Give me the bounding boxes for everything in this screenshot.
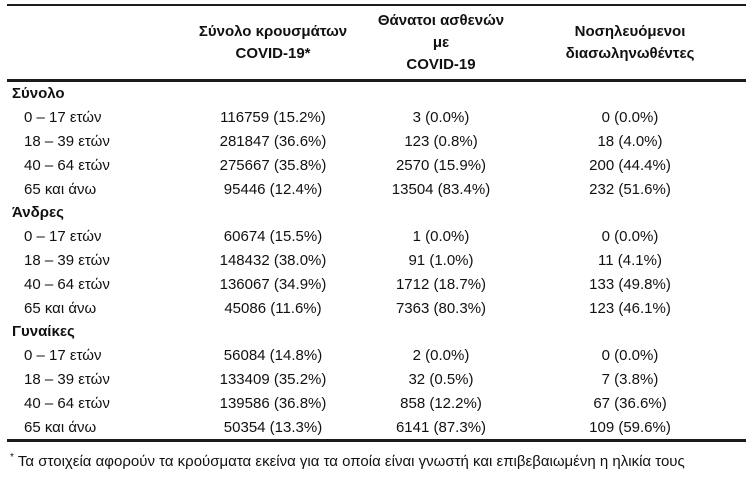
age-row: 65 και άνω 50354 (13.3%) 6141 (87.3%) 10… bbox=[7, 415, 746, 440]
age-label-cell: 18 – 39 ετών bbox=[24, 132, 110, 150]
deaths-cell: 2570 (15.9%) bbox=[395, 156, 487, 174]
intubated-cell: 67 (36.6%) bbox=[593, 394, 667, 412]
deaths-cell: 1 (0.0%) bbox=[412, 228, 470, 246]
col-header-intubated: Νοσηλευόμενοι διασωληνωθέντες bbox=[514, 5, 746, 82]
age-label-cell: 65 και άνω bbox=[24, 299, 97, 317]
col-header-cases: Σύνολο κρουσμάτων COVID-19* bbox=[178, 5, 368, 82]
intubated-cell: 18 (4.0%) bbox=[597, 132, 663, 150]
footnote-text: Τα στοιχεία αφορούν τα κρούσματα εκείνα … bbox=[17, 452, 685, 470]
age-label-cell: 40 – 64 ετών bbox=[24, 275, 110, 293]
intubated-cell: 123 (46.1%) bbox=[589, 299, 671, 317]
age-label-cell: 18 – 39 ετών bbox=[24, 370, 110, 388]
col-header-cases-line1: Σύνολο κρουσμάτων bbox=[198, 23, 348, 40]
age-row: 65 και άνω 45086 (11.6%) 7363 (80.3%) 12… bbox=[7, 296, 746, 320]
covid-age-table: Σύνολο κρουσμάτων COVID-19* Θάνατοι ασθε… bbox=[7, 4, 746, 442]
empty-header-cell bbox=[7, 5, 178, 82]
cases-cell: 60674 (15.5%) bbox=[223, 228, 323, 246]
cases-cell: 116759 (15.2%) bbox=[220, 109, 326, 127]
age-row: 40 – 64 ετών 139586 (36.8%) 858 (12.2%) … bbox=[7, 391, 746, 415]
col-header-cases-line2: COVID-19* bbox=[235, 45, 311, 62]
age-row: 0 – 17 ετών 116759 (15.2%) 3 (0.0%) 0 (0… bbox=[7, 106, 746, 130]
cases-cell: 281847 (36.6%) bbox=[219, 132, 327, 150]
section-row-men: Άνδρες bbox=[7, 201, 746, 225]
header-row: Σύνολο κρουσμάτων COVID-19* Θάνατοι ασθε… bbox=[7, 5, 746, 82]
age-row: 40 – 64 ετών 136067 (34.9%) 1712 (18.7%)… bbox=[7, 272, 746, 296]
cases-cell: 95446 (12.4%) bbox=[223, 180, 323, 198]
section-label: Σύνολο bbox=[12, 85, 65, 103]
cases-cell: 148432 (38.0%) bbox=[219, 251, 327, 269]
col-header-deaths-line1: Θάνατοι ασθενών με bbox=[377, 12, 505, 51]
section-label: Άνδρες bbox=[12, 204, 64, 222]
intubated-cell: 11 (4.1%) bbox=[598, 251, 662, 269]
cases-cell: 50354 (13.3%) bbox=[223, 418, 323, 436]
intubated-cell: 133 (49.8%) bbox=[589, 275, 671, 293]
intubated-cell: 0 (0.0%) bbox=[601, 347, 659, 365]
section-label: Γυναίκες bbox=[12, 323, 75, 341]
section-row-total: Σύνολο bbox=[7, 81, 746, 106]
cases-cell: 56084 (14.8%) bbox=[223, 347, 323, 365]
age-label-cell: 40 – 64 ετών bbox=[24, 156, 110, 174]
age-row: 65 και άνω 95446 (12.4%) 13504 (83.4%) 2… bbox=[7, 177, 746, 201]
cases-cell: 136067 (34.9%) bbox=[219, 275, 327, 293]
age-row: 0 – 17 ετών 60674 (15.5%) 1 (0.0%) 0 (0.… bbox=[7, 225, 746, 249]
deaths-cell: 13504 (83.4%) bbox=[391, 180, 491, 198]
age-label-cell: 0 – 17 ετών bbox=[24, 347, 102, 365]
deaths-cell: 91 (1.0%) bbox=[408, 251, 474, 269]
deaths-cell: 123 (0.8%) bbox=[404, 132, 478, 150]
col-header-deaths-line2: COVID-19 bbox=[406, 56, 476, 73]
intubated-cell: 200 (44.4%) bbox=[589, 156, 671, 174]
cases-cell: 275667 (35.8%) bbox=[219, 156, 327, 174]
intubated-cell: 7 (3.8%) bbox=[601, 370, 659, 388]
age-label-cell: 65 και άνω bbox=[24, 418, 97, 436]
deaths-cell: 6141 (87.3%) bbox=[395, 418, 487, 436]
section-row-women: Γυναίκες bbox=[7, 320, 746, 344]
intubated-cell: 232 (51.6%) bbox=[589, 180, 671, 198]
deaths-cell: 32 (0.5%) bbox=[408, 370, 474, 388]
cases-cell: 133409 (35.2%) bbox=[219, 370, 327, 388]
deaths-cell: 2 (0.0%) bbox=[412, 347, 470, 365]
cases-cell: 139586 (36.8%) bbox=[219, 394, 327, 412]
footnote-asterisk: * bbox=[10, 451, 14, 463]
intubated-cell: 109 (59.6%) bbox=[589, 418, 671, 436]
age-row: 0 – 17 ετών 56084 (14.8%) 2 (0.0%) 0 (0.… bbox=[7, 344, 746, 368]
intubated-cell: 0 (0.0%) bbox=[601, 228, 659, 246]
age-row: 40 – 64 ετών 275667 (35.8%) 2570 (15.9%)… bbox=[7, 153, 746, 177]
intubated-cell: 0 (0.0%) bbox=[601, 109, 659, 127]
age-row: 18 – 39 ετών 148432 (38.0%) 91 (1.0%) 11… bbox=[7, 249, 746, 273]
age-label-cell: 0 – 17 ετών bbox=[24, 228, 102, 246]
deaths-cell: 858 (12.2%) bbox=[400, 394, 482, 412]
deaths-cell: 3 (0.0%) bbox=[412, 109, 470, 127]
footnote: * Τα στοιχεία αφορούν τα κρούσματα εκείνα… bbox=[10, 449, 746, 471]
age-label-cell: 18 – 39 ετών bbox=[24, 251, 110, 269]
col-header-intubated-line1: Νοσηλευόμενοι bbox=[574, 23, 686, 40]
age-label-cell: 65 και άνω bbox=[24, 180, 97, 198]
cases-cell: 45086 (11.6%) bbox=[224, 299, 322, 317]
deaths-cell: 1712 (18.7%) bbox=[395, 275, 487, 293]
col-header-intubated-line2: διασωληνωθέντες bbox=[565, 45, 695, 62]
age-row: 18 – 39 ετών 281847 (36.6%) 123 (0.8%) 1… bbox=[7, 130, 746, 154]
age-label-cell: 40 – 64 ετών bbox=[24, 394, 110, 412]
age-label-cell: 0 – 17 ετών bbox=[24, 109, 102, 127]
deaths-cell: 7363 (80.3%) bbox=[395, 299, 487, 317]
col-header-deaths: Θάνατοι ασθενών με COVID-19 bbox=[368, 5, 514, 82]
age-row: 18 – 39 ετών 133409 (35.2%) 32 (0.5%) 7 … bbox=[7, 368, 746, 392]
